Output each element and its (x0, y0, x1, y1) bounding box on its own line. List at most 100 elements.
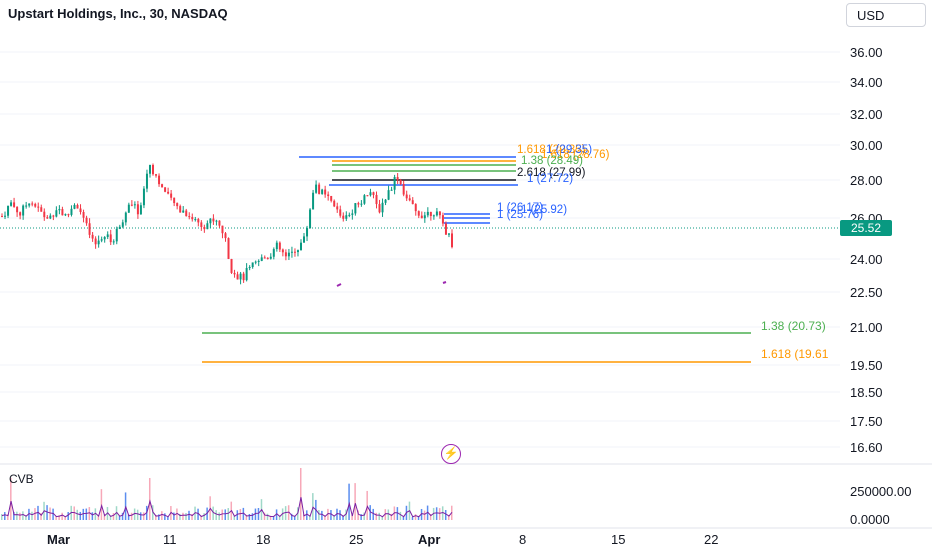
volume-bar (97, 515, 100, 520)
candle-body (145, 173, 148, 189)
candle-body (34, 203, 37, 207)
candle-body (284, 252, 287, 257)
candle-body (133, 204, 136, 206)
candle-body (182, 210, 185, 213)
candle-body (263, 257, 266, 259)
candle-body (330, 196, 333, 201)
candle-body (139, 205, 142, 215)
candle-body (414, 204, 417, 212)
candle-body (10, 202, 13, 206)
volume-bar (299, 468, 302, 520)
candle-body (49, 215, 52, 219)
time-tick: 11 (163, 532, 177, 547)
fib-label: 1 (25.92) (521, 204, 567, 216)
price-tick: 18.50 (850, 385, 883, 400)
volume-bar (339, 510, 341, 520)
volume-bar (257, 507, 260, 520)
candle-body (315, 184, 318, 193)
candle-body (260, 257, 263, 261)
candle-body (396, 177, 399, 180)
volume-bar (218, 512, 220, 520)
volume-bar (82, 508, 85, 520)
volume-bar (121, 512, 124, 520)
candle-body (318, 184, 321, 194)
candle-body (215, 220, 218, 222)
symbol-title[interactable]: Upstart Holdings, Inc., 30, NASDAQ (8, 6, 228, 21)
volume-bar (293, 515, 296, 520)
volume-pane-label[interactable]: CVB (9, 472, 34, 486)
price-tick: 34.00 (850, 75, 883, 90)
volume-bar (438, 508, 441, 520)
fib-lines (202, 156, 751, 363)
candle-body (158, 175, 161, 185)
volume-bar (396, 507, 399, 520)
volume-bar (64, 516, 66, 520)
candle-body (387, 190, 390, 200)
candle-body (127, 204, 130, 213)
candle-body (230, 258, 233, 273)
candle-body (366, 195, 369, 197)
volume-bar (136, 509, 139, 520)
volume-bar (275, 509, 278, 520)
candle-body (73, 204, 76, 209)
candle-body (142, 188, 145, 206)
candle-body (357, 203, 360, 205)
candle-body (227, 238, 230, 259)
volume-bar (411, 516, 414, 520)
candle-body (375, 194, 378, 205)
fib-label: 1 (29.35) (546, 144, 592, 156)
candle-body (336, 206, 339, 210)
volume-bar (139, 512, 142, 520)
price-tick: 21.00 (850, 320, 883, 335)
volume-bar (112, 513, 115, 520)
candle-body (372, 192, 375, 195)
volume-bar (142, 512, 145, 520)
time-tick: 15 (611, 532, 625, 547)
volume-bar (215, 510, 217, 520)
candle-body (390, 189, 393, 191)
candle-body (118, 226, 121, 229)
candle-body (7, 205, 10, 216)
candle-body (16, 206, 19, 213)
volume-bar (278, 516, 281, 520)
candle-body (221, 225, 224, 234)
price-tick: 19.50 (850, 358, 883, 373)
lightning-icon[interactable]: ⚡ (441, 444, 461, 464)
candle-body (451, 233, 453, 248)
candle-body (312, 192, 315, 210)
candle-body (423, 215, 426, 219)
volume-bar (179, 513, 181, 520)
volume-bar (73, 506, 75, 520)
candle-body (251, 262, 254, 268)
currency-selector[interactable]: USD (846, 3, 926, 27)
candle-body (100, 239, 103, 241)
candle-body (37, 206, 40, 208)
candle-body (435, 211, 438, 216)
volume-bar (429, 514, 432, 520)
candle-body (67, 214, 70, 216)
candle-body (345, 215, 348, 219)
volume-bar (25, 515, 27, 520)
candle-body (194, 219, 197, 221)
candle-body (22, 205, 25, 216)
candle-body (327, 194, 330, 197)
volume-bar (16, 511, 18, 520)
candle-body (188, 216, 191, 218)
candle-body (136, 204, 139, 215)
candle-body (306, 228, 309, 237)
volume-bar (236, 510, 239, 520)
candle-body (167, 191, 170, 194)
candle-body (97, 240, 100, 245)
volume-bar (188, 510, 190, 520)
fib-label: 1.38 (28.49) (521, 155, 583, 167)
candle-body (411, 200, 414, 205)
volume-bar (85, 508, 88, 520)
volume-bar (366, 490, 368, 520)
candles (1, 163, 453, 285)
candle-body (218, 220, 221, 226)
candle-body (46, 217, 49, 219)
volume-bar (254, 508, 257, 520)
candle-body (206, 223, 209, 230)
candle-body (429, 211, 432, 217)
